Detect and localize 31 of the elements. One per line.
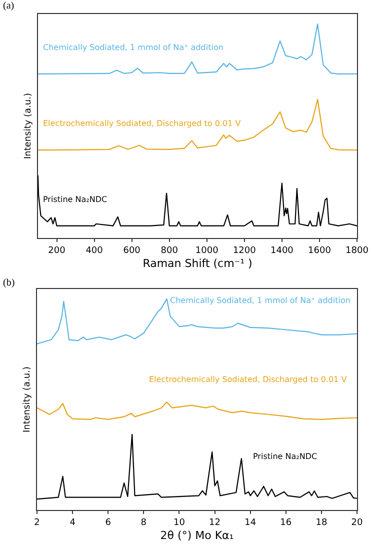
x-tick-label: 4 (70, 518, 76, 528)
y-axis-title: Intensity (a.u.) (22, 366, 32, 432)
x-tick-label: 18 (316, 518, 328, 528)
series-label: Pristine Na₂NDC (43, 195, 108, 204)
x-tick-label: 600 (123, 246, 141, 256)
series-label: Chemically Sodiated, 1 mmol of Na⁺ addition (43, 43, 224, 52)
chart-title: (a) (3, 0, 14, 12)
x-tick-label: 16 (280, 518, 292, 528)
x-tick-label: 6 (105, 518, 112, 528)
text: Electrochemically Sodiated, Discharged to 0.01 V (149, 375, 348, 384)
x-tick-label: 1600 (308, 246, 332, 256)
x-tick-label: 800 (160, 246, 178, 256)
x-tick-label: 1800 (346, 246, 369, 256)
x-tick-label: 1200 (232, 246, 256, 256)
chart-title: (b) (3, 277, 15, 288)
x-tick-label: 12 (209, 518, 221, 528)
x-tick-label: 2 (34, 518, 40, 528)
x-tick-label: 1400 (270, 246, 294, 256)
x-axis-title: 2θ (°) Mo Kα₁ (160, 529, 234, 542)
y-axis-title: Intensity (a.u.) (23, 93, 34, 159)
x-tick-label: 400 (86, 246, 104, 256)
series-label: Pristine Na₂NDC (253, 452, 318, 461)
x-tick-label: 20 (351, 518, 363, 528)
x-tick-label: 1000 (195, 246, 219, 256)
x-tick-label: 8 (140, 518, 147, 528)
x-tick-label: 10 (173, 518, 186, 528)
series-label: Chemically Sodiated, 1 mmol of Na⁺ addition (170, 296, 350, 305)
series-label: Electrochemically Sodiated, Discharged to 0.01 V (43, 119, 242, 128)
x-axis-title: Raman Shift (cm⁻¹ ) (142, 257, 252, 270)
x-tick-label: 200 (48, 246, 66, 256)
x-tick-label: 14 (244, 518, 256, 528)
